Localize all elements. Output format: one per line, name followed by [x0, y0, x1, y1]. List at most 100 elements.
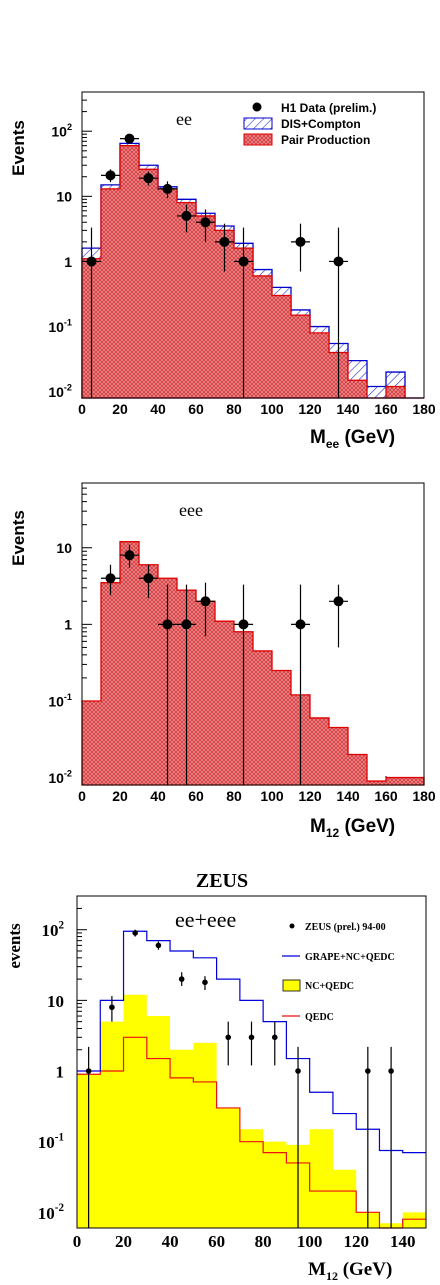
data-point: [333, 256, 344, 267]
legend-dis-compton: DIS+Compton: [281, 117, 361, 131]
data-point: [295, 236, 306, 247]
y-tick-label: 1: [56, 1062, 65, 1081]
data-point: [238, 619, 249, 630]
y-tick-base: 10: [56, 189, 72, 205]
legend-h1-data: H1 Data (prelim.): [281, 101, 376, 115]
x-tick-label: 0: [73, 1232, 82, 1251]
data-point: [132, 930, 138, 936]
data-point: [162, 619, 173, 630]
y-tick-exponent: 2: [58, 920, 64, 932]
y-tick-base: 10: [48, 693, 64, 709]
y-tick-base: 10: [48, 770, 64, 786]
ee-x-axis-title: Mee (GeV): [310, 427, 395, 451]
x-tick-label: 20: [112, 788, 128, 804]
data-point: [124, 550, 135, 561]
y-tick-base: 10: [48, 319, 64, 335]
y-tick-base: 10: [51, 124, 67, 140]
data-point: [238, 256, 249, 267]
x-tick-label: 160: [374, 788, 398, 804]
y-tick-label: 10-1: [38, 1131, 64, 1152]
ee-frame: [81, 91, 425, 399]
data-point: [219, 236, 230, 247]
data-point: [124, 133, 135, 144]
eee-channel-label: eee: [179, 500, 203, 520]
y-tick-base: 10: [48, 384, 64, 400]
data-point: [225, 1034, 232, 1041]
data-point: [105, 170, 116, 181]
ee-x-tick-labels: 0 20 40 60 80 100 120 140 160 180: [78, 401, 436, 417]
eee-x-tick-labels: 0 20 40 60 80 100 120 140 160 180: [78, 788, 436, 804]
y-tick-label: 10: [56, 540, 72, 556]
grape-histogram: [77, 930, 426, 1154]
y-tick-label: 102: [51, 122, 72, 139]
y-tick-label: 1: [64, 617, 72, 633]
x-tick-label: 40: [162, 1232, 179, 1251]
y-tick-base: 10: [47, 992, 64, 1011]
x-tick-label: 60: [188, 401, 204, 417]
data-point: [181, 619, 192, 630]
data-point: [295, 619, 306, 630]
legend-zeus-data: ZEUS (prel.) 94-00: [305, 922, 386, 933]
zeus-title: ZEUS: [196, 870, 248, 892]
data-point: [155, 942, 162, 949]
y-tick-label: 10-2: [48, 383, 72, 400]
x-tick-label: 180: [412, 788, 436, 804]
y-tick-base: 10: [56, 540, 72, 556]
zeus-frame: [76, 895, 427, 1229]
data-point: [181, 210, 192, 221]
x-tick-label: 160: [374, 401, 398, 417]
y-tick-label: 10: [56, 189, 72, 205]
legend-nc-qedc-swatch: [282, 979, 301, 992]
y-tick-base: 1: [64, 617, 72, 633]
data-point: [248, 1034, 255, 1041]
x-tick-label: 20: [112, 401, 128, 417]
y-tick-label: 1: [64, 254, 72, 270]
legend-zeus-data-marker: [289, 923, 295, 929]
x-tick-label: 120: [343, 1232, 369, 1251]
panel-ee: 0 20 40 60 80 100 120 140 160 180 10-210-1110102 …: [9, 91, 436, 451]
y-tick-base: 1: [64, 254, 72, 270]
y-tick-label: 10-1: [48, 692, 72, 709]
y-tick-base: 10: [38, 1204, 55, 1223]
x-tick-label: 140: [336, 788, 360, 804]
y-tick-exponent: -1: [64, 692, 72, 702]
data-point: [85, 1068, 92, 1074]
y-tick-base: 1: [56, 1062, 65, 1081]
zeus-y-axis-title: events: [5, 923, 24, 969]
ee-plot-area: [81, 91, 425, 399]
y-tick-exponent: -2: [64, 769, 72, 779]
data-point: [105, 573, 116, 584]
x-tick-label: 140: [390, 1232, 416, 1251]
legend-pair-production: Pair Production: [281, 133, 370, 147]
y-tick-label: 10-2: [48, 769, 72, 786]
legend-qedc: QEDC: [305, 1012, 334, 1023]
y-tick-base: 10: [38, 1133, 55, 1152]
x-tick-label: 60: [208, 1232, 225, 1251]
ee-channel-label: ee: [176, 109, 192, 129]
data-point: [86, 256, 97, 267]
y-tick-base: 10: [41, 921, 58, 940]
data-point: [162, 183, 173, 194]
x-tick-label: 80: [255, 1232, 272, 1251]
data-point: [109, 1004, 115, 1011]
eee-plot-area: [81, 482, 425, 786]
zeus-channel-label: ee+eee: [175, 907, 236, 932]
legend-grape: GRAPE+NC+QEDC: [305, 952, 395, 963]
ee-legend: H1 Data (prelim.) DIS+Compton Pair Produ…: [243, 101, 376, 147]
y-tick-exponent: -1: [64, 318, 72, 328]
zeus-x-axis-title: M12 (GeV): [308, 1259, 392, 1283]
x-tick-label: 80: [226, 788, 242, 804]
x-tick-label: 40: [150, 401, 166, 417]
x-tick-label: 100: [297, 1232, 323, 1251]
data-point: [365, 1068, 371, 1074]
data-point: [271, 1034, 278, 1041]
data-point: [143, 573, 154, 584]
eee-frame: [81, 482, 425, 786]
x-tick-label: 60: [188, 788, 204, 804]
data-point: [200, 217, 211, 228]
nc-qedc-histogram: [77, 994, 426, 1228]
